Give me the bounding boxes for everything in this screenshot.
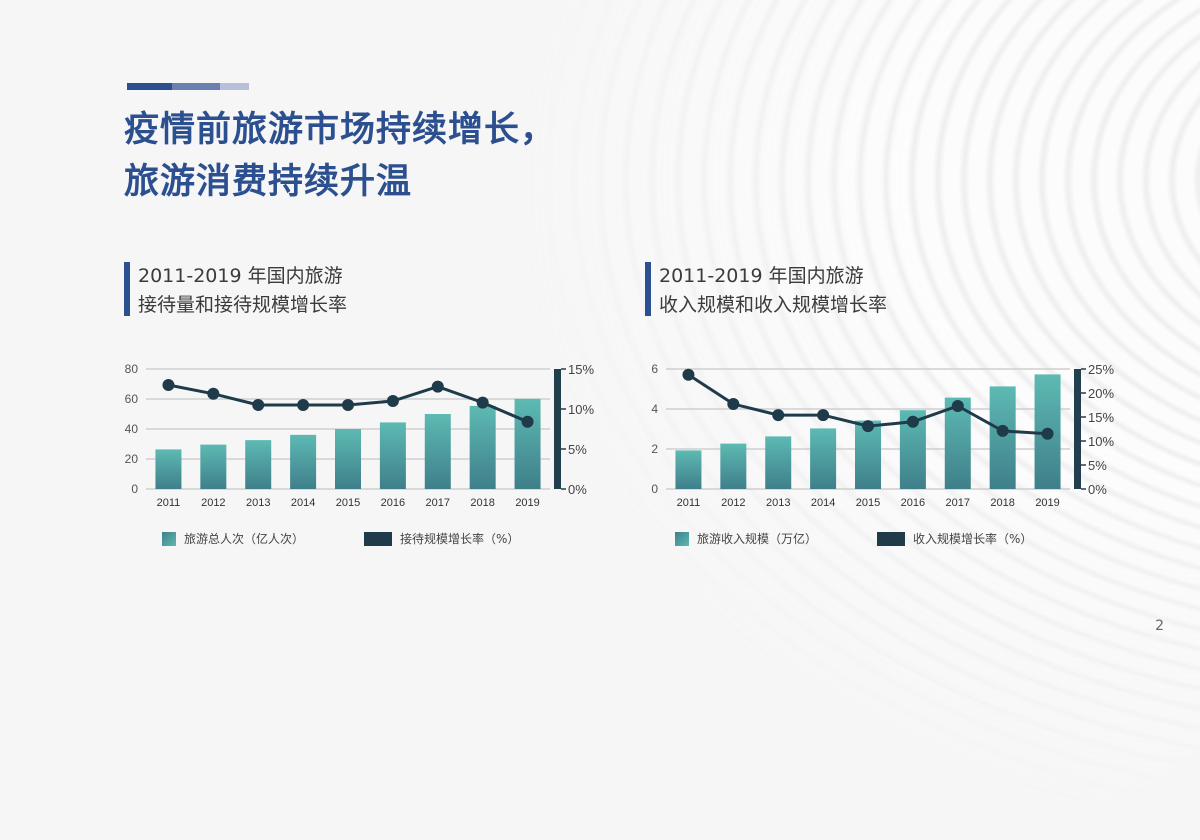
chart1-heading-line2: 接待量和接待规模增长率 (138, 294, 348, 316)
svg-text:2017: 2017 (946, 497, 970, 509)
line-point (207, 387, 220, 400)
svg-text:2014: 2014 (811, 497, 835, 509)
svg-text:0%: 0% (1088, 482, 1107, 497)
svg-text:2014: 2014 (291, 497, 315, 509)
chart1-heading-line1: 2011-2019 年国内旅游 (138, 265, 343, 287)
legend-line-item: 接待规模增长率（%） (364, 530, 519, 547)
svg-text:4: 4 (651, 402, 658, 416)
bar (424, 414, 451, 489)
chart1-heading: 2011-2019 年国内旅游 接待量和接待规模增长率 (124, 262, 347, 320)
svg-text:10%: 10% (1088, 434, 1114, 449)
svg-text:2012: 2012 (201, 497, 225, 509)
bar (765, 436, 792, 489)
bar-swatch-icon (162, 531, 176, 546)
svg-text:2013: 2013 (246, 497, 270, 509)
svg-text:2015: 2015 (856, 497, 880, 509)
bar (989, 386, 1016, 489)
chart2-heading-line1: 2011-2019 年国内旅游 (659, 265, 864, 287)
bar-swatch-icon (675, 531, 689, 546)
heading-marker (645, 262, 651, 316)
line-point (996, 424, 1009, 437)
svg-text:2011: 2011 (157, 497, 181, 509)
line-point (431, 380, 444, 393)
svg-text:2018: 2018 (470, 497, 494, 509)
svg-text:0: 0 (651, 482, 658, 496)
legend-bar-item: 旅游总人次（亿人次） (162, 530, 304, 547)
legend-bar-label: 旅游总人次（亿人次） (184, 532, 305, 546)
bar (720, 443, 747, 489)
svg-text:80: 80 (125, 362, 139, 376)
legend-bar-label: 旅游收入规模（万亿） (697, 532, 818, 546)
line-point (521, 415, 534, 428)
svg-text:2012: 2012 (721, 497, 745, 509)
svg-text:2017: 2017 (426, 497, 450, 509)
svg-text:2015: 2015 (336, 497, 360, 509)
legend-line-label: 接待规模增长率（%） (400, 532, 520, 546)
line-point (162, 379, 175, 391)
line-marker-icon (877, 531, 906, 546)
page-title-line2: 旅游消费持续升温 (124, 162, 413, 202)
chart2-plot: 0 2 4 6 0% 5% 10% 15% 20% 25% 2011 2012 2013 2014 2015… (651, 362, 1114, 509)
svg-text:5%: 5% (568, 442, 587, 457)
svg-text:2016: 2016 (901, 497, 925, 509)
line-point (386, 395, 399, 407)
bar (245, 440, 272, 489)
svg-text:15%: 15% (1088, 410, 1114, 425)
heading-marker (124, 262, 130, 316)
bar (155, 449, 182, 489)
svg-text:0%: 0% (568, 482, 587, 497)
page-number: 2 (1155, 618, 1164, 634)
svg-text:25%: 25% (1088, 362, 1114, 377)
chart2-heading-line2: 收入规模和收入规模增长率 (659, 294, 888, 316)
svg-text:6: 6 (651, 362, 658, 376)
page-title: 疫情前旅游市场持续增长， 旅游消费持续升温 (124, 104, 556, 208)
page-title-line1: 疫情前旅游市场持续增长， (124, 110, 557, 150)
line-point (951, 399, 964, 412)
line-point (297, 399, 310, 411)
chart2-legend: 旅游收入规模（万亿） 收入规模增长率（%） (675, 530, 1092, 547)
svg-text:60: 60 (125, 392, 139, 406)
svg-text:2013: 2013 (766, 497, 790, 509)
svg-text:20%: 20% (1088, 386, 1114, 401)
line-point (862, 420, 874, 433)
svg-text:5%: 5% (1088, 458, 1107, 473)
svg-text:2019: 2019 (515, 497, 539, 509)
line-point (906, 415, 919, 428)
svg-text:0: 0 (131, 482, 138, 496)
bar (335, 429, 361, 489)
line-point (252, 399, 265, 411)
line-point (772, 409, 785, 422)
legend-line-item: 收入规模增长率（%） (877, 530, 1032, 547)
bar (810, 428, 837, 489)
svg-text:2019: 2019 (1035, 497, 1059, 509)
svg-text:15%: 15% (568, 362, 594, 377)
bar (379, 422, 406, 489)
bar (514, 398, 541, 489)
title-accent-bar (127, 83, 249, 90)
chart1-legend: 旅游总人次（亿人次） 接待规模增长率（%） (162, 530, 579, 547)
svg-text:10%: 10% (568, 402, 594, 417)
bar (944, 397, 971, 489)
bar (290, 434, 317, 489)
bar (675, 450, 702, 489)
svg-text:2: 2 (651, 442, 658, 456)
svg-text:2011: 2011 (677, 497, 701, 509)
line-point (342, 399, 354, 411)
line-point (682, 368, 695, 381)
bar (469, 405, 496, 489)
chart1-plot: 0 20 40 60 80 0% 5% 10% 15% 2011 2012 2013 2014 2015 2… (125, 362, 595, 509)
line-point (1041, 427, 1054, 440)
legend-line-label: 收入规模增长率（%） (913, 532, 1033, 546)
svg-text:2016: 2016 (381, 497, 405, 509)
line-marker-icon (364, 531, 393, 546)
line-point (727, 398, 740, 411)
line-point (817, 409, 830, 422)
svg-text:40: 40 (125, 422, 139, 436)
bar (200, 444, 227, 489)
svg-text:20: 20 (125, 452, 139, 466)
chart2-heading: 2011-2019 年国内旅游 收入规模和收入规模增长率 (645, 262, 887, 320)
line-point (476, 396, 489, 409)
svg-text:2018: 2018 (990, 497, 1014, 509)
legend-bar-item: 旅游收入规模（万亿） (675, 530, 817, 547)
